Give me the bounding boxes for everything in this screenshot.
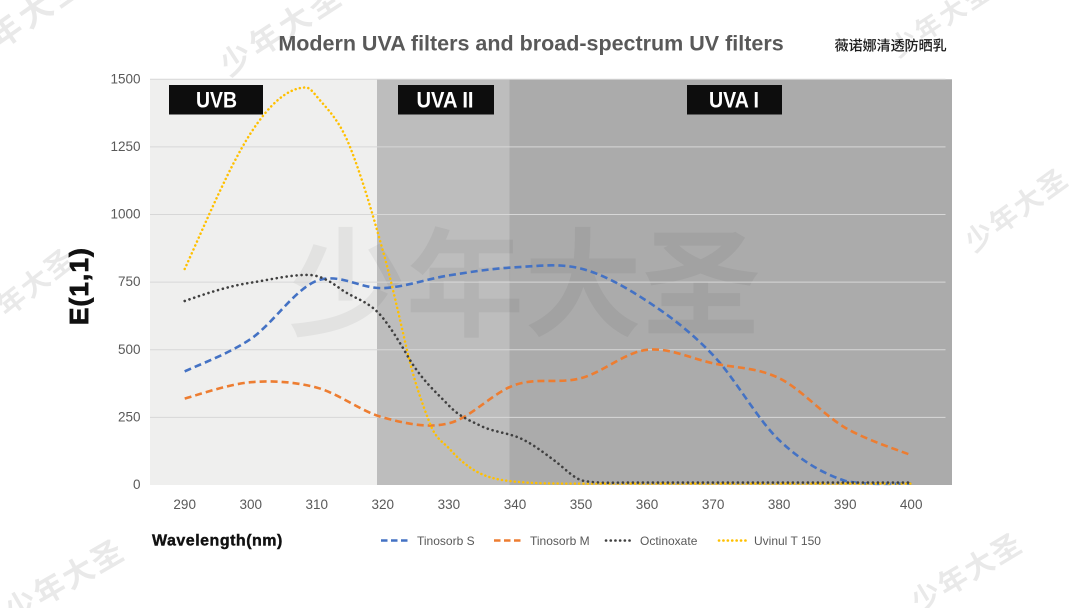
svg-text:0: 0 <box>133 477 141 492</box>
svg-text:Wavelength(nm): Wavelength(nm) <box>152 533 283 550</box>
svg-text:330: 330 <box>438 497 461 512</box>
svg-text:1500: 1500 <box>110 71 140 86</box>
svg-text:390: 390 <box>834 497 857 512</box>
svg-text:320: 320 <box>372 497 395 512</box>
svg-text:750: 750 <box>118 274 141 289</box>
svg-text:Modern UVA filters and broad-s: Modern UVA filters and broad-spectrum UV… <box>278 32 783 56</box>
svg-text:Tinosorb M: Tinosorb M <box>530 534 590 548</box>
svg-text:Tinosorb S: Tinosorb S <box>417 534 475 548</box>
svg-text:340: 340 <box>504 497 527 512</box>
svg-text:300: 300 <box>240 497 263 512</box>
svg-text:UVB: UVB <box>196 88 237 113</box>
svg-text:370: 370 <box>702 497 725 512</box>
svg-text:UVA II: UVA II <box>417 88 474 113</box>
svg-text:UVA I: UVA I <box>709 88 759 113</box>
svg-text:500: 500 <box>118 342 141 357</box>
svg-text:350: 350 <box>570 497 593 512</box>
svg-text:1000: 1000 <box>110 207 140 222</box>
svg-text:Uvinul T 150: Uvinul T 150 <box>754 534 821 548</box>
svg-text:Octinoxate: Octinoxate <box>640 534 698 548</box>
svg-text:310: 310 <box>306 497 329 512</box>
svg-text:290: 290 <box>173 497 196 512</box>
svg-text:380: 380 <box>768 497 791 512</box>
svg-text:1250: 1250 <box>110 139 140 154</box>
svg-text:360: 360 <box>636 497 659 512</box>
svg-text:400: 400 <box>900 497 923 512</box>
svg-text:E(1,1): E(1,1) <box>64 247 94 325</box>
svg-text:250: 250 <box>118 409 141 424</box>
